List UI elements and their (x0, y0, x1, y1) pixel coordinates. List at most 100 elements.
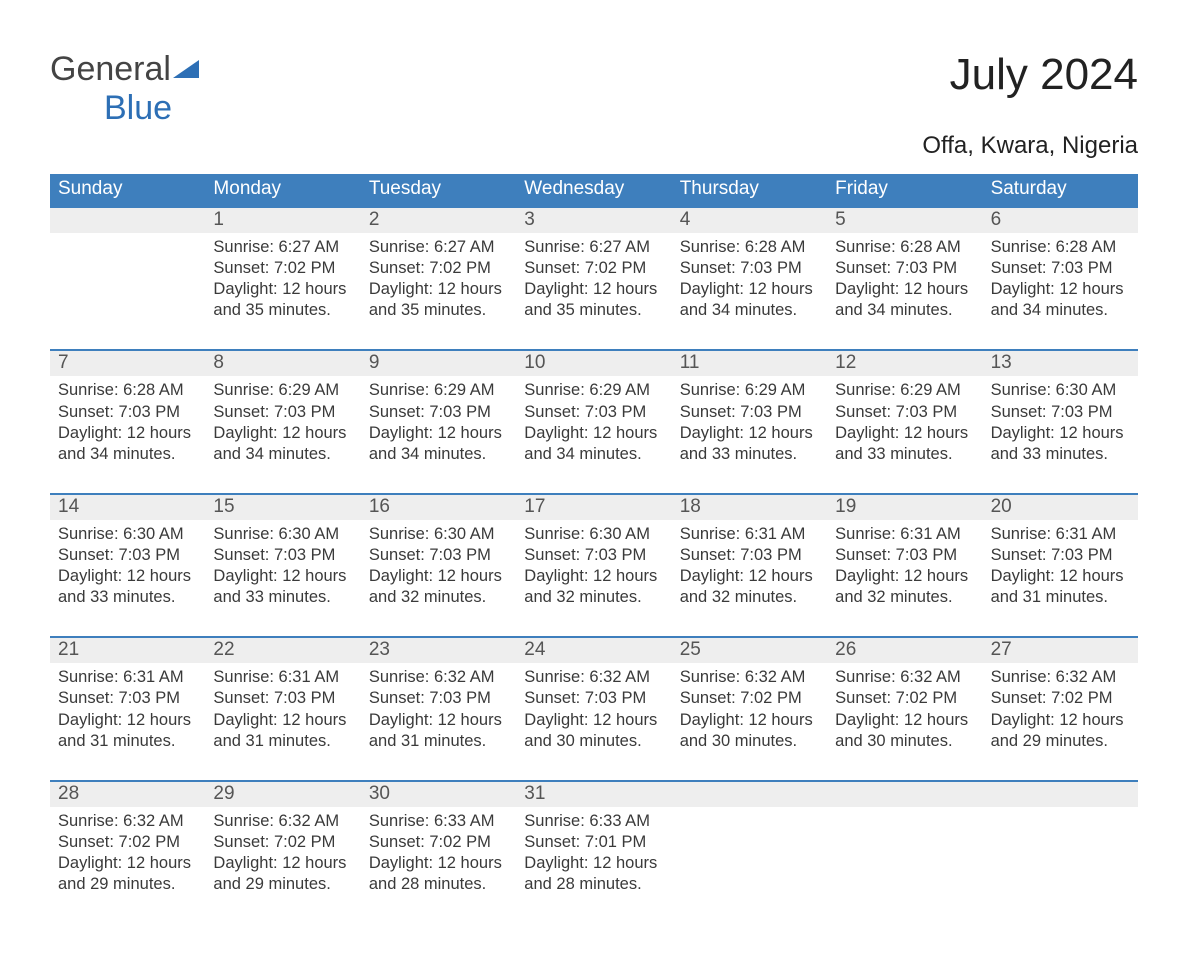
sunrise-text: Sunrise: 6:32 AM (680, 667, 819, 688)
day-details: Sunrise: 6:29 AMSunset: 7:03 PMDaylight:… (516, 376, 671, 482)
day-details: Sunrise: 6:27 AMSunset: 7:02 PMDaylight:… (205, 233, 360, 339)
location-subtitle: Offa, Kwara, Nigeria (50, 132, 1138, 160)
daylight-text-2: and 31 minutes. (369, 731, 508, 752)
day-number: 12 (827, 351, 982, 376)
daylight-text-1: Daylight: 12 hours (680, 710, 819, 731)
sunset-text: Sunset: 7:03 PM (524, 688, 663, 709)
day-number: 21 (50, 638, 205, 663)
sunset-text: Sunset: 7:03 PM (991, 258, 1130, 279)
day-body-row: Sunrise: 6:31 AMSunset: 7:03 PMDaylight:… (50, 663, 1138, 769)
brand-logo: General Blue (50, 50, 201, 128)
daylight-text-1: Daylight: 12 hours (680, 423, 819, 444)
day-details: Sunrise: 6:28 AMSunset: 7:03 PMDaylight:… (827, 233, 982, 339)
sunset-text: Sunset: 7:03 PM (213, 545, 352, 566)
daylight-text-1: Daylight: 12 hours (524, 566, 663, 587)
day-details: Sunrise: 6:32 AMSunset: 7:03 PMDaylight:… (361, 663, 516, 769)
daylight-text-2: and 32 minutes. (835, 587, 974, 608)
day-number (827, 782, 982, 807)
sunrise-text: Sunrise: 6:31 AM (991, 524, 1130, 545)
day-details: Sunrise: 6:30 AMSunset: 7:03 PMDaylight:… (516, 520, 671, 626)
daylight-text-1: Daylight: 12 hours (680, 279, 819, 300)
sunset-text: Sunset: 7:03 PM (991, 545, 1130, 566)
day-body-row: Sunrise: 6:32 AMSunset: 7:02 PMDaylight:… (50, 807, 1138, 913)
daylight-text-1: Daylight: 12 hours (58, 710, 197, 731)
daylight-text-2: and 32 minutes. (369, 587, 508, 608)
day-details: Sunrise: 6:31 AMSunset: 7:03 PMDaylight:… (205, 663, 360, 769)
page: General Blue July 2024 Offa, Kwara, Nige… (0, 0, 1188, 953)
day-details: Sunrise: 6:31 AMSunset: 7:03 PMDaylight:… (827, 520, 982, 626)
day-details (672, 807, 827, 913)
day-number: 29 (205, 782, 360, 807)
day-number: 11 (672, 351, 827, 376)
dow-saturday: Saturday (983, 174, 1138, 206)
sunset-text: Sunset: 7:03 PM (58, 402, 197, 423)
day-number: 26 (827, 638, 982, 663)
sunset-text: Sunset: 7:03 PM (58, 545, 197, 566)
daylight-text-2: and 34 minutes. (524, 444, 663, 465)
daylight-text-1: Daylight: 12 hours (369, 279, 508, 300)
day-details: Sunrise: 6:31 AMSunset: 7:03 PMDaylight:… (672, 520, 827, 626)
daylight-text-2: and 31 minutes. (213, 731, 352, 752)
daylight-text-1: Daylight: 12 hours (213, 853, 352, 874)
day-details: Sunrise: 6:27 AMSunset: 7:02 PMDaylight:… (361, 233, 516, 339)
sunrise-text: Sunrise: 6:30 AM (58, 524, 197, 545)
day-number: 25 (672, 638, 827, 663)
day-number (672, 782, 827, 807)
day-details: Sunrise: 6:29 AMSunset: 7:03 PMDaylight:… (361, 376, 516, 482)
sunset-text: Sunset: 7:03 PM (524, 545, 663, 566)
day-details: Sunrise: 6:30 AMSunset: 7:03 PMDaylight:… (983, 376, 1138, 482)
daylight-text-1: Daylight: 12 hours (369, 853, 508, 874)
daylight-text-1: Daylight: 12 hours (835, 566, 974, 587)
day-details: Sunrise: 6:32 AMSunset: 7:02 PMDaylight:… (50, 807, 205, 913)
daylight-text-1: Daylight: 12 hours (369, 423, 508, 444)
day-number: 23 (361, 638, 516, 663)
sunset-text: Sunset: 7:02 PM (991, 688, 1130, 709)
sunrise-text: Sunrise: 6:32 AM (524, 667, 663, 688)
sunrise-text: Sunrise: 6:29 AM (369, 380, 508, 401)
daylight-text-2: and 30 minutes. (835, 731, 974, 752)
weeks-container: 123456Sunrise: 6:27 AMSunset: 7:02 PMDay… (50, 206, 1138, 913)
daylight-text-2: and 35 minutes. (524, 300, 663, 321)
dow-tuesday: Tuesday (361, 174, 516, 206)
sunset-text: Sunset: 7:03 PM (835, 402, 974, 423)
day-number: 19 (827, 495, 982, 520)
sunrise-text: Sunrise: 6:27 AM (524, 237, 663, 258)
daylight-text-2: and 33 minutes. (835, 444, 974, 465)
day-number: 1 (205, 208, 360, 233)
daylight-text-2: and 29 minutes. (58, 874, 197, 895)
day-number-row: 123456 (50, 206, 1138, 233)
sunset-text: Sunset: 7:03 PM (213, 688, 352, 709)
day-number: 31 (516, 782, 671, 807)
sunset-text: Sunset: 7:03 PM (680, 545, 819, 566)
sunset-text: Sunset: 7:02 PM (369, 832, 508, 853)
day-number-row: 28293031 (50, 780, 1138, 807)
sunset-text: Sunset: 7:02 PM (680, 688, 819, 709)
sunrise-text: Sunrise: 6:30 AM (991, 380, 1130, 401)
sunrise-text: Sunrise: 6:30 AM (524, 524, 663, 545)
daylight-text-2: and 34 minutes. (991, 300, 1130, 321)
sunrise-text: Sunrise: 6:29 AM (835, 380, 974, 401)
day-body-row: Sunrise: 6:30 AMSunset: 7:03 PMDaylight:… (50, 520, 1138, 626)
sunset-text: Sunset: 7:03 PM (524, 402, 663, 423)
sunrise-text: Sunrise: 6:29 AM (524, 380, 663, 401)
day-number: 8 (205, 351, 360, 376)
sunrise-text: Sunrise: 6:31 AM (680, 524, 819, 545)
day-details: Sunrise: 6:29 AMSunset: 7:03 PMDaylight:… (672, 376, 827, 482)
day-number: 13 (983, 351, 1138, 376)
day-number: 15 (205, 495, 360, 520)
sunset-text: Sunset: 7:03 PM (369, 402, 508, 423)
dow-thursday: Thursday (672, 174, 827, 206)
day-number: 22 (205, 638, 360, 663)
daylight-text-2: and 34 minutes. (835, 300, 974, 321)
day-details (983, 807, 1138, 913)
day-number: 3 (516, 208, 671, 233)
sunset-text: Sunset: 7:02 PM (58, 832, 197, 853)
sunrise-text: Sunrise: 6:32 AM (991, 667, 1130, 688)
day-details (50, 233, 205, 339)
sunrise-text: Sunrise: 6:28 AM (835, 237, 974, 258)
daylight-text-2: and 34 minutes. (213, 444, 352, 465)
day-details: Sunrise: 6:27 AMSunset: 7:02 PMDaylight:… (516, 233, 671, 339)
day-number: 24 (516, 638, 671, 663)
day-details: Sunrise: 6:29 AMSunset: 7:03 PMDaylight:… (205, 376, 360, 482)
week: 28293031Sunrise: 6:32 AMSunset: 7:02 PMD… (50, 780, 1138, 913)
